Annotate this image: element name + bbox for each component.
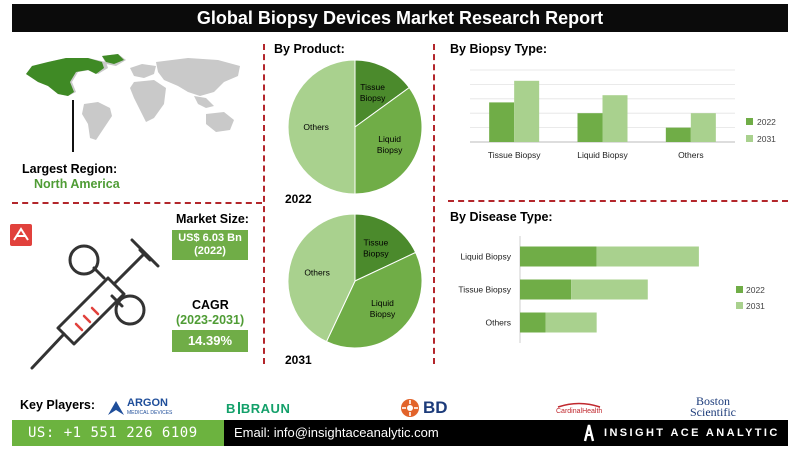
cardinal-name: CardinalHealth <box>556 407 603 415</box>
pie-label-tissue-biopsy: Tissue Biopsy <box>363 238 389 259</box>
largest-region-value: North America <box>34 177 120 191</box>
legend-swatch-2031 <box>746 135 753 142</box>
disease-type-bar-chart: Liquid Biopsy Tissue Biopsy Others 2022 2031 <box>458 236 765 343</box>
pie-slice-others <box>287 213 356 343</box>
footer-brand: INSIGHT ACE ANALYTIC <box>582 420 780 446</box>
ribbon-icon <box>10 224 32 246</box>
argon-subtitle: MEDICAL DEVICES <box>127 410 173 416</box>
argon-logo-icon <box>108 401 124 415</box>
pie-year-2031: 2031 <box>285 353 312 367</box>
pie-slice-tissue-biopsy <box>354 213 417 282</box>
report-title: Global Biopsy Devices Market Research Re… <box>12 4 788 32</box>
legend-label-2031: 2031 <box>746 301 765 311</box>
hbar-liquid-biopsy-2022 <box>520 246 597 267</box>
by-biopsy-type-title: By Biopsy Type: <box>450 42 548 56</box>
category-label-tissue-biopsy: Tissue Biopsy <box>458 285 511 295</box>
category-label-liquid-biopsy: Liquid Biopsy <box>460 252 511 262</box>
cagr-value: 14.39% <box>172 330 248 352</box>
hbar-tissue-biopsy-2031 <box>571 279 648 300</box>
category-label-others: Others <box>678 150 704 160</box>
hbar-liquid-biopsy-2031 <box>596 246 699 267</box>
cagr-label: CAGR <box>192 298 229 312</box>
category-label-tissue-biopsy: Tissue Biopsy <box>488 150 541 160</box>
category-label-others: Others <box>485 318 511 328</box>
argon-name: ARGON <box>127 397 168 409</box>
pie-label-liquid-biopsy: Liquid Biopsy <box>377 134 403 155</box>
footer-phone[interactable]: US: +1 551 226 6109 <box>12 420 224 446</box>
footer-brand-name: INSIGHT ACE ANALYTIC <box>604 427 780 439</box>
boston-scientific-logo: Boston Scientific <box>690 394 736 420</box>
market-size-value: US$ 6.03 Bn <box>178 232 242 244</box>
pie-label-liquid-biopsy: Liquid Biopsy <box>370 298 396 319</box>
world-map-icon <box>26 54 240 140</box>
category-label-liquid-biopsy: Liquid Biopsy <box>577 150 628 160</box>
market-size-box: US$ 6.03 Bn (2022) <box>172 230 248 260</box>
legend-label-2031: 2031 <box>757 134 776 144</box>
pie-slice-others <box>287 59 356 195</box>
legend-swatch-2022 <box>736 286 743 293</box>
largest-region-label: Largest Region: <box>22 162 118 176</box>
pie-slice-liquid-biopsy <box>325 251 423 349</box>
insightace-logo-icon <box>583 424 595 442</box>
pie-chart-2022: Tissue Biopsy Liquid Biopsy Others <box>287 59 423 195</box>
bbraun-separator-icon <box>237 402 240 414</box>
bar-tissue-biopsy-2031 <box>514 80 540 142</box>
biopsy-type-bar-chart: Tissue Biopsy Liquid Biopsy Others 2022 2031 <box>470 69 776 160</box>
hbar-others-2031 <box>545 312 597 333</box>
pie-label-others: Others <box>303 122 329 132</box>
bar-others-2022 <box>665 127 691 142</box>
bar-liquid-biopsy-2031 <box>602 95 628 142</box>
legend-swatch-2031 <box>736 302 743 309</box>
syringe-icon <box>30 238 160 370</box>
market-size-year: (2022) <box>194 245 226 257</box>
pie-year-2022: 2022 <box>285 192 312 206</box>
legend-label-2022: 2022 <box>757 117 776 127</box>
by-product-title: By Product: <box>274 42 345 56</box>
footer-bar: US: +1 551 226 6109 Email: info@insighta… <box>12 420 788 446</box>
bar-tissue-biopsy-2022 <box>489 102 515 142</box>
boston-name: Boston <box>695 394 730 408</box>
map-pin-line <box>72 100 74 152</box>
scientific-name: Scientific <box>690 405 736 419</box>
cardinal-logo-icon <box>557 402 601 408</box>
hbar-others-2022 <box>520 312 546 333</box>
pie-chart-2031: Tissue Biopsy Liquid Biopsy Others <box>287 213 423 349</box>
divider-right <box>433 44 435 364</box>
legend-label-2022: 2022 <box>746 285 765 295</box>
bbraun-logo: B BRAUN <box>226 396 290 420</box>
divider-left-horizontal <box>12 202 262 204</box>
pie-slice-liquid-biopsy <box>354 86 423 195</box>
cardinal-logo: CardinalHealth <box>556 396 602 420</box>
bbraun-name: BRAUN <box>240 400 291 416</box>
market-size-label: Market Size: <box>176 212 249 226</box>
divider-left <box>263 44 265 364</box>
argon-logo: ARGON MEDICAL DEVICES <box>108 396 172 420</box>
bar-liquid-biopsy-2022 <box>577 113 603 142</box>
pie-slice-tissue-biopsy <box>354 59 410 128</box>
by-disease-type-title: By Disease Type: <box>450 210 553 224</box>
bd-logo: BD <box>400 396 448 420</box>
pie-label-others: Others <box>304 268 330 278</box>
footer-email[interactable]: Email: info@insightaceanalytic.com <box>234 425 439 440</box>
pie-label-tissue-biopsy: Tissue Biopsy <box>360 82 386 103</box>
hbar-tissue-biopsy-2022 <box>520 279 572 300</box>
legend-swatch-2022 <box>746 118 753 125</box>
bd-name: BD <box>423 398 448 417</box>
bd-logo-icon <box>401 399 419 417</box>
key-players-title: Key Players: <box>20 398 96 412</box>
cagr-period: (2023-2031) <box>176 313 245 327</box>
bar-others-2031 <box>690 113 716 142</box>
bbraun-b: B <box>226 400 236 416</box>
divider-right-horizontal <box>448 200 788 202</box>
